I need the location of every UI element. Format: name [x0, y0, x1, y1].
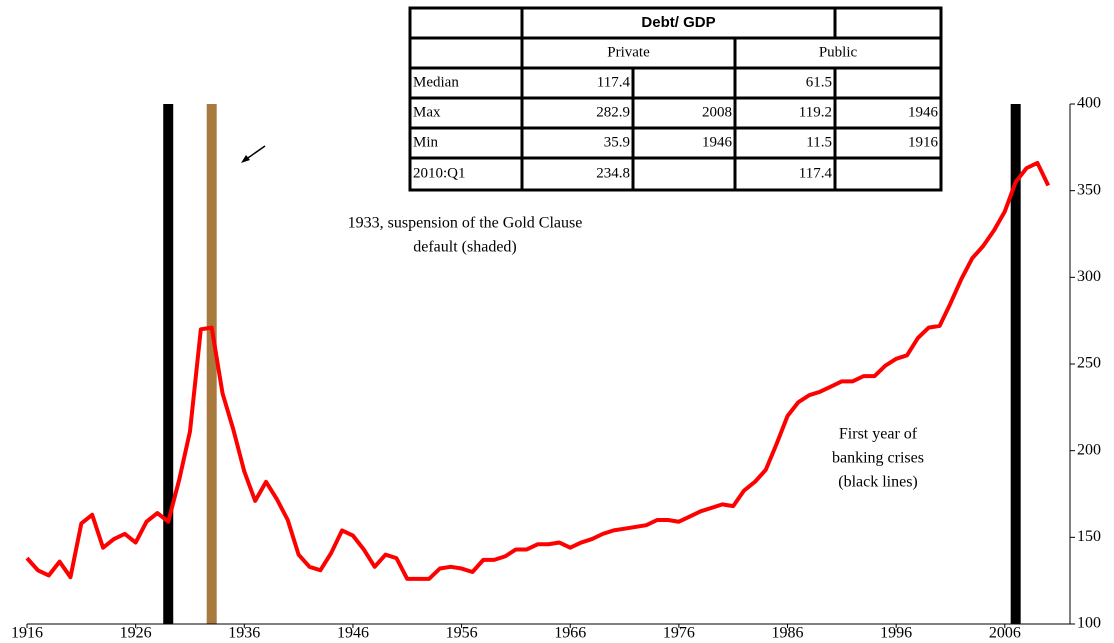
x-tick-label: 2006 — [989, 625, 1021, 642]
y-tick-label: 100 — [1077, 615, 1101, 632]
table-cell: 119.2 — [799, 104, 832, 120]
table-cell: 117.4 — [597, 74, 631, 90]
x-tick-label: 1946 — [337, 625, 369, 642]
x-tick-label: 1976 — [663, 625, 695, 642]
arrow-head — [241, 155, 250, 163]
data-line — [25, 160, 1051, 581]
annotation: First year of — [839, 426, 918, 443]
y-tick-label: 250 — [1077, 355, 1101, 372]
table-cell: 2008 — [702, 104, 732, 120]
table-header: Debt/ GDP — [641, 14, 715, 31]
x-tick-label: 1936 — [228, 625, 260, 642]
y-tick-label: 200 — [1077, 441, 1101, 458]
y-tick-label: 300 — [1077, 268, 1101, 285]
table-row-label: Min — [413, 134, 439, 150]
crisis-bar — [163, 104, 174, 624]
table-group: Private — [607, 44, 650, 60]
y-tick-label: 150 — [1077, 528, 1101, 545]
gold-clause-bar — [206, 104, 217, 624]
x-tick-label: 1996 — [880, 625, 912, 642]
y-tick-label: 400 — [1077, 95, 1101, 112]
table-cell: 234.8 — [596, 165, 630, 181]
annotation: (black lines) — [838, 474, 918, 491]
table-cell: 1916 — [908, 134, 939, 150]
table-cell: 35.9 — [604, 134, 630, 150]
x-tick-label: 1956 — [446, 625, 478, 642]
table-group: Public — [819, 44, 858, 60]
table-border — [408, 6, 943, 192]
x-tick-label: 1966 — [554, 625, 586, 642]
table-cell: 1946 — [702, 134, 733, 150]
x-tick-label: 1986 — [772, 625, 804, 642]
table-row-label: Median — [413, 74, 459, 90]
x-tick-label: 1916 — [11, 625, 43, 642]
table-row-label: 2010:Q1 — [413, 165, 466, 181]
crisis-bar — [1010, 104, 1021, 624]
annotation: default (shaded) — [413, 239, 517, 256]
table-cell: 1946 — [908, 104, 939, 120]
annotation: 1933, suspension of the Gold Clause — [348, 215, 583, 232]
table-cell: 117.4 — [799, 165, 833, 181]
table-cell: 11.5 — [806, 134, 832, 150]
y-tick-label: 350 — [1077, 181, 1101, 198]
x-tick-label: 1926 — [120, 625, 152, 642]
table-row-label: Max — [413, 104, 441, 120]
table-cell: 61.5 — [806, 74, 832, 90]
annotation: banking crises — [832, 450, 924, 467]
table-cell: 282.9 — [596, 104, 630, 120]
arrow — [244, 145, 266, 161]
